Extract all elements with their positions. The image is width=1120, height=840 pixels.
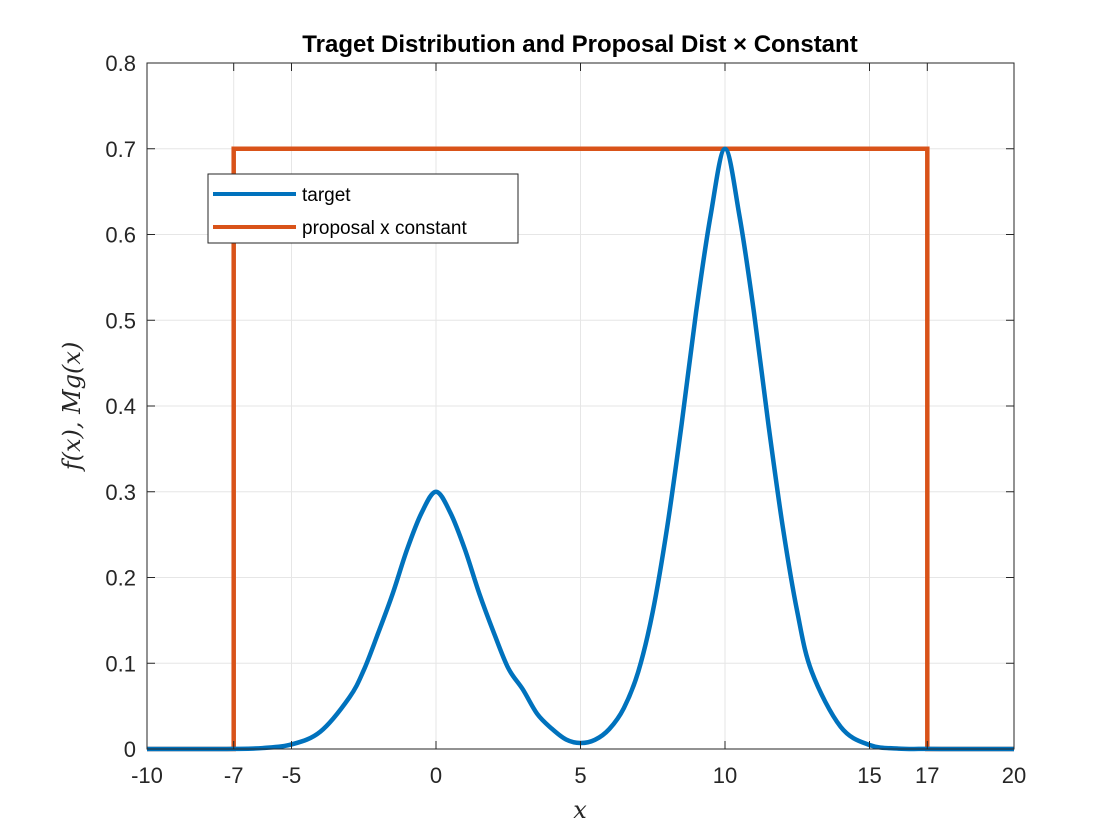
chart-title: Traget Distribution and Proposal Dist × … (302, 31, 857, 58)
x-tick-label: 5 (574, 763, 586, 788)
x-tick-label: 0 (430, 763, 442, 788)
y-tick-label: 0.1 (105, 651, 136, 676)
ticks (146, 62, 1015, 750)
legend-label-proposal: proposal x constant (302, 218, 467, 239)
grid (146, 62, 1015, 750)
tick-labels: -10 -7 -5 0 5 10 15 17 20 0 0.1 0.2 0.3 0.4 0.5 0.6 0.7 0… (105, 51, 1026, 788)
y-tick-label: 0 (124, 737, 136, 762)
y-tick-label: 0.3 (105, 480, 136, 505)
y-axis-label: f(x), Mg(x) (58, 342, 86, 473)
x-tick-label: 20 (1002, 763, 1026, 788)
legend: target proposal x constant (207, 173, 519, 244)
x-tick-label: 10 (713, 763, 737, 788)
y-tick-label: 0.6 (105, 223, 136, 248)
legend-label-target: target (302, 185, 351, 206)
y-tick-label: 0.5 (105, 308, 136, 333)
x-tick-label: -5 (282, 763, 302, 788)
x-tick-label: 15 (857, 763, 881, 788)
x-tick-label: -10 (131, 763, 163, 788)
target-series-line (146, 146, 1014, 752)
x-tick-label: -7 (224, 763, 244, 788)
y-tick-label: 0.7 (105, 137, 136, 162)
x-axis-label: x (573, 796, 587, 824)
y-tick-label: 0.8 (105, 51, 136, 76)
y-tick-label: 0.2 (105, 566, 136, 591)
x-tick-label: 17 (915, 763, 939, 788)
y-tick-label: 0.4 (105, 394, 136, 419)
legend-box (207, 173, 519, 244)
